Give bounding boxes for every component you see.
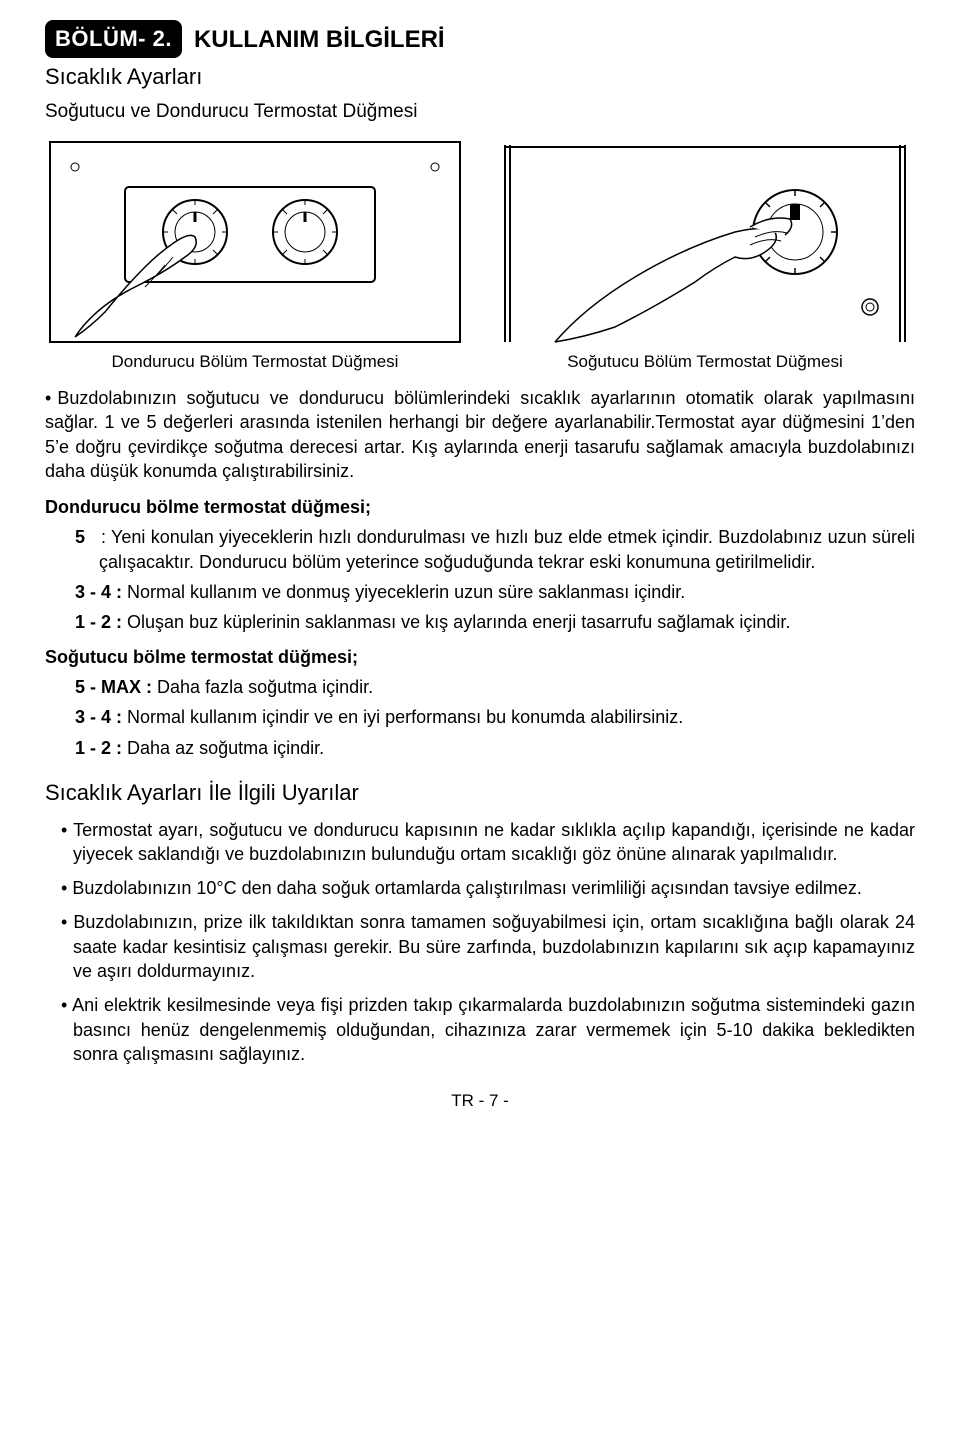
warning-3: • Buzdolabınızın, prize ilk takıldıktan … <box>61 910 915 983</box>
cooler-item-5max: 5 - MAX : Daha fazla soğutma içindir. <box>75 675 915 699</box>
cooler-item-1-2: 1 - 2 : Daha az soğutma içindir. <box>75 736 915 760</box>
page-number: TR - 7 - <box>45 1090 915 1113</box>
freezer-caption: Dondurucu Bölüm Termostat Düğmesi <box>112 351 399 374</box>
lead-label: 3 - 4 : <box>75 582 122 602</box>
chapter-badge: BÖLÜM- 2. <box>45 20 182 58</box>
bullet-icon: • <box>61 995 72 1015</box>
sub-title: Soğutucu ve Dondurucu Termostat Düğmesi <box>45 99 915 125</box>
warning-text: Ani elektrik kesilmesinde veya fişi priz… <box>72 995 915 1064</box>
cooler-thermostat-illustration <box>495 137 915 347</box>
freezer-thermostat-illustration <box>45 137 465 347</box>
chapter-header: BÖLÜM- 2. KULLANIM BİLGİLERİ <box>45 20 915 58</box>
warnings-title: Sıcaklık Ayarları İle İlgili Uyarılar <box>45 778 915 808</box>
intro-paragraph: •Buzdolabınızın soğutucu ve dondurucu bö… <box>45 386 915 483</box>
bullet-icon: • <box>61 878 72 898</box>
item-text: Daha fazla soğutma içindir. <box>157 677 373 697</box>
item-text: Oluşan buz küplerinin saklanması ve kış … <box>127 612 790 632</box>
section-title: Sıcaklık Ayarları <box>45 62 915 92</box>
freezer-item-1-2: 1 - 2 : Oluşan buz küplerinin saklanması… <box>75 610 915 634</box>
bullet-icon: • <box>61 912 73 932</box>
lead-label: 3 - 4 : <box>75 707 122 727</box>
freezer-thermostat-figure: Dondurucu Bölüm Termostat Düğmesi <box>45 137 465 374</box>
cooler-heading: Soğutucu bölme termostat düğmesi; <box>45 645 915 669</box>
chapter-title: KULLANIM BİLGİLERİ <box>194 20 445 56</box>
cooler-settings-block: Soğutucu bölme termostat düğmesi; 5 - MA… <box>45 645 915 760</box>
lead-label: 1 - 2 : <box>75 612 122 632</box>
freezer-settings-block: Dondurucu bölme termostat düğmesi; 5 : Y… <box>45 495 915 634</box>
cooler-item-3-4: 3 - 4 : Normal kullanım içindir ve en iy… <box>75 705 915 729</box>
item-text: Yeni konulan yiyeceklerin hızlı dondurul… <box>99 527 915 571</box>
sep: : <box>101 527 111 547</box>
freezer-item-3-4: 3 - 4 : Normal kullanım ve donmuş yiyece… <box>75 580 915 604</box>
item-text: Normal kullanım ve donmuş yiyeceklerin u… <box>127 582 685 602</box>
intro-text: Buzdolabınızın soğutucu ve dondurucu böl… <box>45 388 915 481</box>
warning-1: • Termostat ayarı, soğutucu ve dondurucu… <box>61 818 915 867</box>
item-text: Normal kullanım içindir ve en iyi perfor… <box>127 707 683 727</box>
warning-2: • Buzdolabınızın 10°C den daha soğuk ort… <box>61 876 915 900</box>
warning-text: Buzdolabınızın 10°C den daha soğuk ortam… <box>72 878 862 898</box>
illustration-row: Dondurucu Bölüm Termostat Düğmesi <box>45 137 915 374</box>
item-text: Daha az soğutma içindir. <box>127 738 324 758</box>
lead-label: 1 - 2 : <box>75 738 122 758</box>
freezer-item-5: 5 : Yeni konulan yiyeceklerin hızlı dond… <box>75 525 915 574</box>
bullet-icon: • <box>45 388 51 408</box>
lead-label: 5 <box>75 527 85 547</box>
warning-text: Termostat ayarı, soğutucu ve dondurucu k… <box>73 820 915 864</box>
lead-label: 5 - MAX : <box>75 677 152 697</box>
freezer-heading: Dondurucu bölme termostat düğmesi; <box>45 495 915 519</box>
cooler-caption: Soğutucu Bölüm Termostat Düğmesi <box>567 351 843 374</box>
bullet-icon: • <box>61 820 73 840</box>
warning-text: Buzdolabınızın, prize ilk takıldıktan so… <box>73 912 915 981</box>
warning-4: • Ani elektrik kesilmesinde veya fişi pr… <box>61 993 915 1066</box>
cooler-thermostat-figure: Soğutucu Bölüm Termostat Düğmesi <box>495 137 915 374</box>
